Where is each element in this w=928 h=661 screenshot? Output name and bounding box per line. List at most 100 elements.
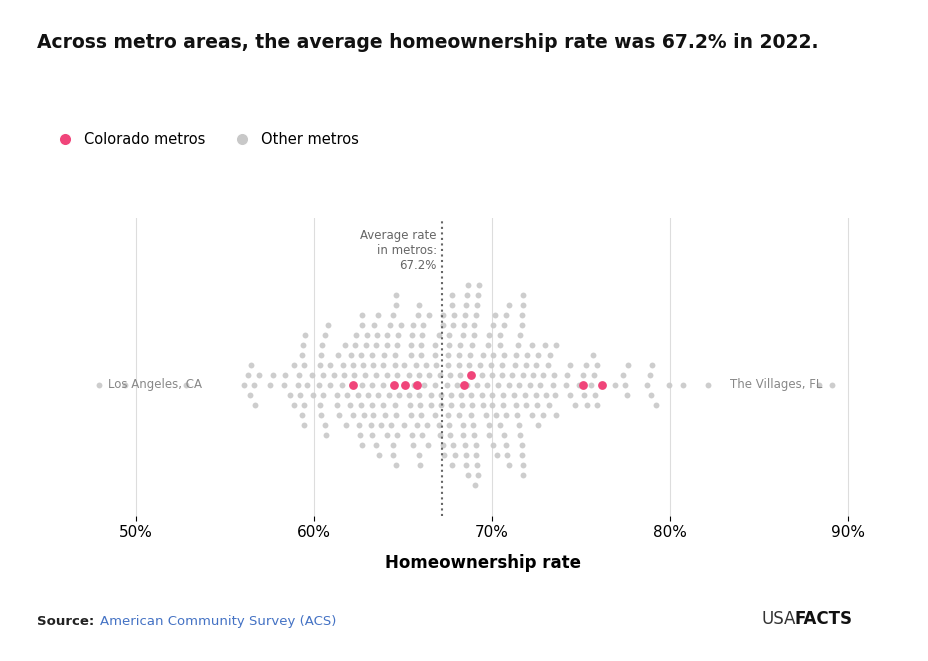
Point [345,409,360,420]
Point [402,399,417,410]
Point [470,459,484,470]
Point [265,369,280,380]
Point [334,379,349,390]
Point [467,479,482,490]
Point [403,409,418,420]
Point [454,399,469,410]
Point [411,449,426,460]
Point [413,349,428,360]
Point [295,339,310,350]
Point [514,309,529,320]
Point [488,409,503,420]
Point [470,379,484,390]
Point [420,309,435,320]
Point [91,379,106,390]
Point [370,309,385,320]
Point [455,419,470,430]
Point [478,409,493,420]
Point [386,379,401,390]
Point [388,299,403,310]
Point [456,329,470,340]
Point [377,409,392,420]
Point [540,360,555,370]
Point [243,389,258,400]
Point [427,339,442,350]
Point [463,409,478,420]
Point [468,309,483,320]
Point [427,349,442,360]
Point [339,389,354,400]
Point [451,409,466,420]
Point [481,329,496,340]
Point [369,329,384,340]
Point [411,389,426,400]
Point [404,429,419,440]
Point [494,360,509,370]
Point [515,369,530,380]
Point [464,399,479,410]
Point [496,349,510,360]
Point [311,379,326,390]
Point [365,360,380,370]
Point [585,349,599,360]
Point [470,290,484,300]
Point [354,399,368,410]
Point [433,389,448,400]
Point [411,369,426,380]
Point [243,360,258,370]
Text: The Villages, FL: The Villages, FL [729,378,822,391]
Point [380,329,394,340]
Point [247,379,262,390]
Point [468,440,483,450]
Point [499,449,514,460]
Text: FACTS: FACTS [793,610,851,628]
Point [493,329,508,340]
Point [490,379,505,390]
Point [649,399,664,410]
Point [661,379,676,390]
Point [345,379,360,390]
Point [445,440,460,450]
Point [297,419,312,430]
Point [277,379,291,390]
Point [439,379,454,390]
Point [404,339,419,350]
Point [376,379,391,390]
Point [607,379,622,390]
Point [497,409,512,420]
Point [528,360,543,370]
Point [315,369,329,380]
Point [387,349,402,360]
Point [511,329,526,340]
Point [441,419,456,430]
Point [523,409,538,420]
Point [451,349,466,360]
Point [444,399,458,410]
Point [616,379,631,390]
Point [501,379,516,390]
Point [329,399,344,410]
Point [355,409,370,420]
Point [518,360,533,370]
Point [457,319,471,330]
Point [644,360,659,370]
Point [515,459,530,470]
Point [313,360,328,370]
Point [262,379,277,390]
Point [364,399,379,410]
Point [481,339,496,350]
Point [474,389,489,400]
Point [432,369,446,380]
Point [412,459,427,470]
Point [482,429,496,440]
Point [449,379,464,390]
Point [530,419,545,430]
Point [423,389,438,400]
Point [389,429,404,440]
Point [389,369,404,380]
Point [365,429,380,440]
Point [385,449,400,460]
Point [561,389,576,400]
Point [419,419,434,430]
Point [445,309,460,320]
